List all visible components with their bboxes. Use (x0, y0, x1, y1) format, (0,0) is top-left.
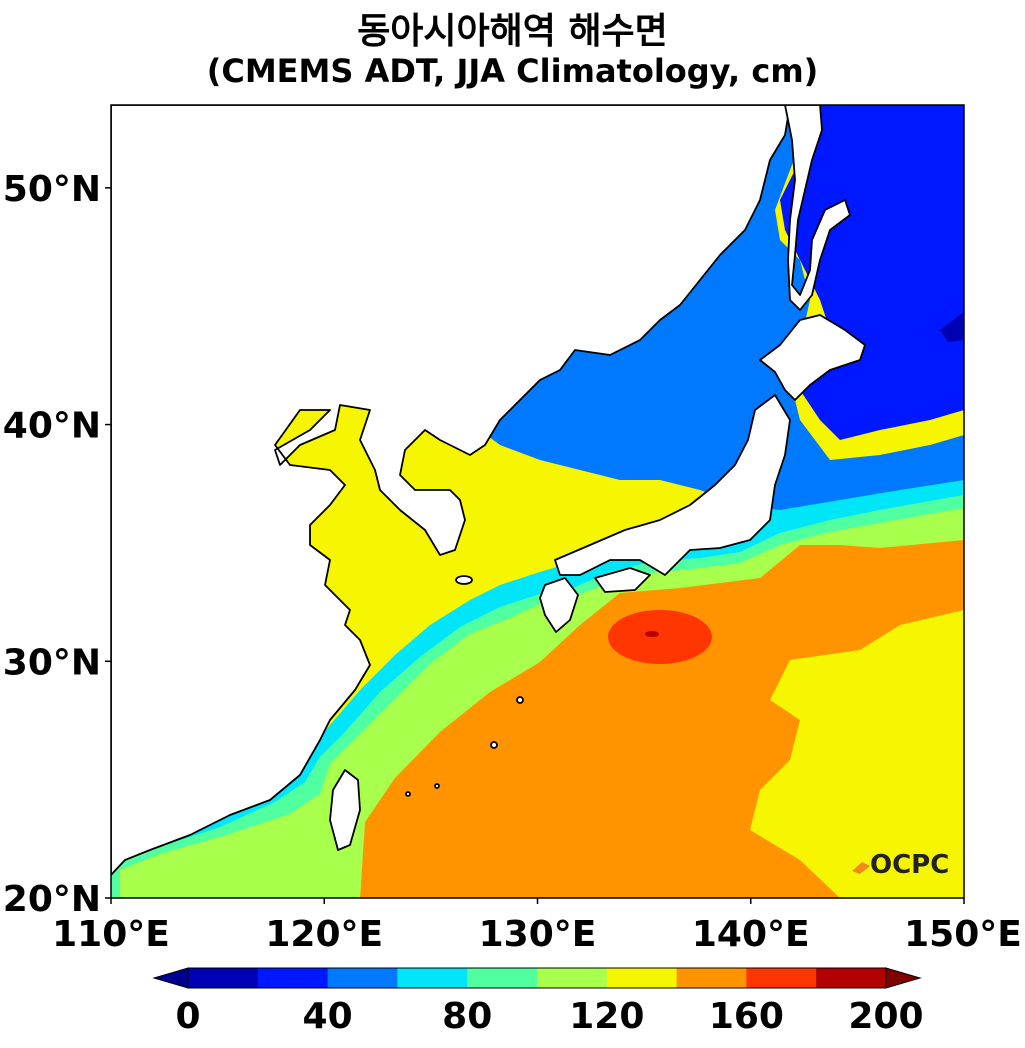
colorbar-tick-label: 0 (175, 996, 200, 1037)
colorbar-swatch (746, 968, 817, 988)
adt-field (111, 105, 964, 898)
field-180-200 (645, 631, 659, 637)
map-subtitle: (CMEMS ADT, JJA Climatology, cm) (206, 52, 819, 90)
colorbar-tick-label: 200 (848, 996, 923, 1037)
logo-text: OCPC (870, 850, 949, 880)
lat-tick-label: 30°N (3, 642, 101, 683)
colorbar-swatch (327, 968, 398, 988)
land-yaeyama (405, 791, 411, 797)
land-shikoku (594, 567, 651, 593)
colorbar-tick-label: 40 (303, 996, 353, 1037)
field-100-120 (111, 505, 964, 898)
colorbar-swatch (467, 968, 538, 988)
lon-tick-label: 140°E (692, 914, 810, 955)
colorbar-under-triangle (152, 967, 189, 989)
field-160-180 (608, 610, 712, 664)
land-amami (490, 741, 498, 749)
latitude-ticks: 50°N 40°N 30°N 20°N (3, 169, 111, 920)
land-okinawa (516, 696, 524, 704)
land-jeju (455, 575, 473, 585)
field-0-20 (940, 312, 964, 342)
map-title: 동아시아해역 해수면 (357, 11, 668, 52)
land-asia (111, 105, 791, 876)
lat-tick-label: 50°N (3, 169, 101, 210)
land (111, 105, 866, 876)
land-kyushu (539, 577, 579, 633)
land-taiwan (329, 769, 361, 851)
field-140-160 (360, 530, 964, 898)
lat-tick-label: 40°N (3, 406, 101, 447)
land-miyako (434, 783, 440, 789)
colorbar-tick-label: 80 (442, 996, 492, 1037)
lat-tick-label: 20°N (3, 879, 101, 920)
colorbar-swatch (397, 968, 468, 988)
colorbar-swatch (257, 968, 329, 988)
colorbar-tick-label: 120 (569, 996, 644, 1037)
lon-tick-label: 110°E (52, 914, 170, 955)
longitude-ticks: 110°E 120°E 130°E 140°E 150°E (52, 898, 1022, 955)
colorbar-swatch (537, 968, 608, 988)
colorbar-tick-label: 160 (709, 996, 784, 1037)
land-hokkaido (759, 314, 866, 401)
colorbar-frame (187, 967, 887, 989)
lon-tick-label: 130°E (479, 914, 597, 955)
lon-tick-label: 120°E (265, 914, 383, 955)
lon-tick-label: 150°E (904, 914, 1022, 955)
colorbar-swatch (606, 968, 678, 988)
colorbar-swatch (188, 968, 259, 988)
colorbar: 0 40 80 120 160 200 (152, 967, 924, 1037)
colorbar-swatch (816, 968, 887, 988)
land-sakhalin (784, 105, 851, 311)
ocpc-logo: OCPC (852, 850, 949, 880)
colorbar-over-triangle (885, 967, 922, 989)
colorbar-swatch (676, 968, 747, 988)
logo-leaf-icon (852, 862, 870, 874)
land-honshu (554, 394, 791, 576)
